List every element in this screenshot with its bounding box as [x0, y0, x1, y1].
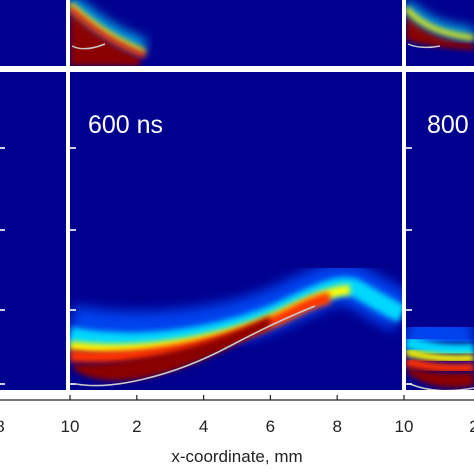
x-tick-label: 6 — [266, 417, 275, 436]
x-tick-label: 10 — [395, 417, 414, 436]
y-tick-marks — [0, 147, 412, 385]
x-tick-marks — [69, 395, 405, 400]
top-right-band — [406, 0, 474, 66]
x-axis: 10 2 4 6 8 10 8 2 — [0, 395, 474, 436]
x-tick-label: 8 — [332, 417, 341, 436]
x-axis-title: x-coordinate, mm — [171, 447, 302, 466]
main-band — [70, 262, 402, 387]
x-tick-label: 2 — [132, 417, 141, 436]
x-tick-label-right-partial: 2 — [469, 417, 474, 436]
top-center-band — [70, 0, 147, 66]
right-band — [406, 310, 474, 390]
panel-label-800: 800 — [427, 111, 469, 139]
panel-label-600ns: 600 ns — [88, 111, 163, 139]
x-tick-label: 10 — [61, 417, 80, 436]
x-tick-label: 4 — [199, 417, 208, 436]
panel-top-left — [0, 0, 66, 66]
x-tick-label-left-partial: 8 — [0, 417, 5, 436]
panel-left — [0, 72, 66, 390]
x-tick-labels: 10 2 4 6 8 10 — [61, 417, 414, 436]
